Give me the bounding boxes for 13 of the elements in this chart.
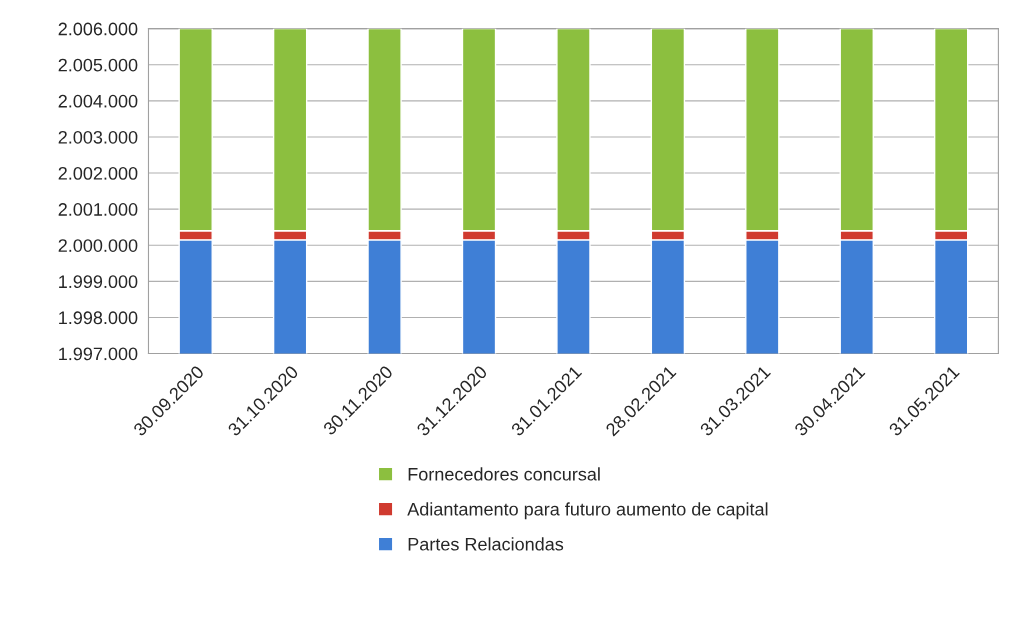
legend-label: Partes Relaciondas [408, 537, 564, 551]
y-tick-label: 2.001.000 [58, 203, 138, 216]
y-tick-label: 2.003.000 [58, 130, 138, 144]
y-tick-label: 2.000.000 [58, 239, 138, 252]
y-tick-label: 1.997.000 [59, 347, 138, 361]
legend-label: Adiantamento para futuro aumento de capital [407, 502, 768, 520]
y-tick-label: 1.999.000 [59, 275, 138, 289]
y-tick-label: 2.002.000 [58, 166, 138, 180]
y-tick-label: 2.005.000 [58, 58, 138, 72]
legend-label: Fornecedores concursal [408, 467, 600, 481]
y-tick-label: 2.004.000 [58, 94, 138, 108]
y-tick-label: 2.006.000 [58, 22, 138, 36]
y-tick-label: 1.998.000 [59, 311, 138, 325]
